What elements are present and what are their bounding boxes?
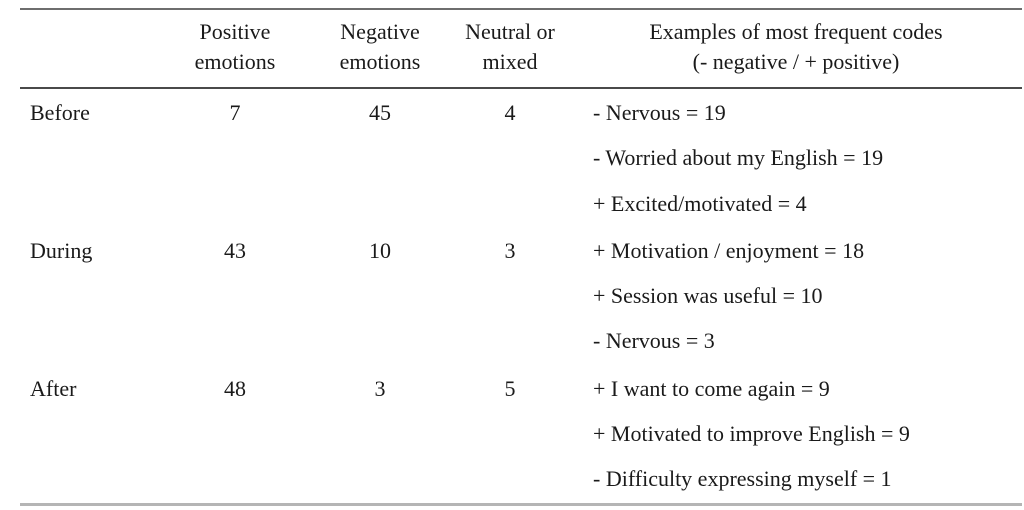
example-code: + Motivated to improve English = 9 (593, 421, 910, 447)
header-text: Examples of most frequent codes (649, 19, 943, 44)
header-neutral-mixed: Neutral or mixed (450, 9, 570, 89)
example-code: + Motivation / enjoyment = 18 (593, 237, 865, 263)
example-code: + I want to come again = 9 (593, 375, 830, 401)
phase-label: During (30, 237, 93, 263)
positive-count: 43 (224, 237, 246, 263)
header-examples: Examples of most frequent codes (- negat… (570, 9, 1022, 89)
example-code: + Session was useful = 10 (593, 283, 823, 309)
header-text: Neutral or (465, 19, 555, 44)
examples-cell: + I want to come again = 9 + Motivated t… (570, 365, 1022, 504)
negative-count: 3 (374, 375, 386, 401)
header-text: emotions (194, 49, 276, 74)
header-positive-emotions: Positive emotions (160, 9, 310, 89)
example-code: - Nervous = 3 (593, 328, 715, 354)
table-row-after: After 48 3 5 + I want to come again = 9 … (20, 365, 1022, 504)
table-row-before: Before 7 45 4 - Nervous = 19 - Worried a… (20, 88, 1022, 227)
header-text: (- negative / + positive) (692, 49, 900, 74)
example-code: - Worried about my English = 19 (593, 145, 884, 171)
phase-label: Before (30, 100, 90, 125)
positive-count: 7 (229, 100, 241, 125)
header-text: Positive (199, 19, 271, 44)
positive-count: 48 (224, 375, 246, 401)
emotions-table: Positive emotions Negative emotions Neut… (20, 8, 1022, 506)
negative-count: 10 (369, 237, 391, 263)
neutral-count: 5 (504, 375, 516, 401)
header-text: mixed (482, 49, 538, 74)
example-code: - Difficulty expressing myself = 1 (593, 466, 892, 492)
examples-cell: - Nervous = 19 - Worried about my Englis… (570, 88, 1022, 227)
header-row: Positive emotions Negative emotions Neut… (20, 9, 1022, 89)
header-negative-emotions: Negative emotions (310, 9, 450, 89)
phase-label: After (30, 375, 77, 401)
table-row-during: During 43 10 3 + Motivation / enjoyment … (20, 227, 1022, 365)
examples-cell: + Motivation / enjoyment = 18 + Session … (570, 227, 1022, 365)
example-code: - Nervous = 19 (593, 100, 726, 125)
neutral-count: 3 (504, 237, 516, 263)
neutral-count: 4 (504, 100, 516, 125)
negative-count: 45 (369, 100, 391, 125)
header-empty-cell (20, 9, 160, 89)
header-text: Negative (340, 19, 420, 44)
example-code: + Excited/motivated = 4 (593, 190, 807, 216)
header-text: emotions (339, 49, 421, 74)
